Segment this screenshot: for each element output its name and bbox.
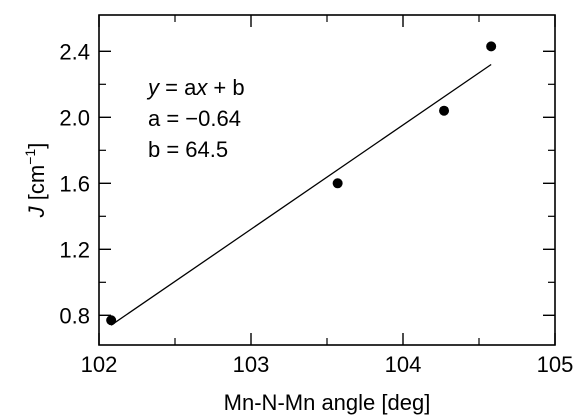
y-axis-label: J [cm−1] xyxy=(22,143,49,219)
x-tick-label: 105 xyxy=(537,352,574,377)
fit-equation: y = ax + b xyxy=(146,75,245,100)
y-axis-unit-exponent: −1 xyxy=(22,149,38,165)
y-tick-label: 2.0 xyxy=(59,105,90,130)
tick-labels: 102 103 104 105 0.8 1.2 1.6 2.0 2.4 xyxy=(59,39,573,377)
fit-param-b: b = 64.5 xyxy=(148,137,228,162)
eq-y: y xyxy=(146,75,161,100)
data-point xyxy=(486,41,497,52)
eq-mid: = a xyxy=(159,75,197,100)
y-tick-label: 0.8 xyxy=(59,303,90,328)
eq-x: x xyxy=(195,75,208,100)
fit-line xyxy=(110,63,492,326)
plot-frame xyxy=(98,14,556,346)
axis-ticks xyxy=(98,15,556,345)
data-point xyxy=(439,105,450,116)
x-tick-label: 102 xyxy=(81,352,118,377)
data-point xyxy=(106,315,117,326)
y-tick-label: 2.4 xyxy=(59,39,90,64)
x-tick-label: 104 xyxy=(385,352,422,377)
y-tick-label: 1.6 xyxy=(59,171,90,196)
x-tick-label: 103 xyxy=(233,352,270,377)
eq-end: + b xyxy=(207,75,244,100)
data-point xyxy=(332,178,343,189)
y-axis-unit-close: ] xyxy=(24,143,49,149)
fit-param-a: a = −0.64 xyxy=(148,106,241,131)
fit-line-group xyxy=(110,63,492,326)
data-points xyxy=(106,41,497,326)
y-tick-label: 1.2 xyxy=(59,237,90,262)
x-axis-label: Mn-N-Mn angle [deg] xyxy=(224,390,431,415)
y-axis-symbol: J xyxy=(24,205,49,218)
y-axis-unit: [cm xyxy=(24,165,49,207)
